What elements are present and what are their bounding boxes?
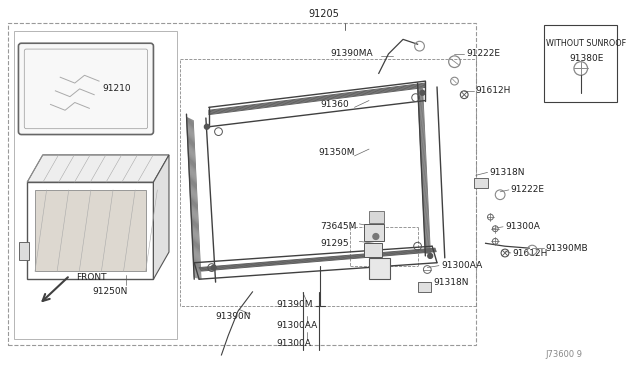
Bar [544,25,617,102]
Text: 91300AA: 91300AA [441,261,482,270]
Text: 91390M: 91390M [276,300,313,309]
Text: 91300AA: 91300AA [276,321,318,330]
Bar [417,282,431,292]
Text: 91300A: 91300A [505,222,540,231]
Bar [364,243,381,257]
Text: 91390MB: 91390MB [546,244,588,253]
Bar [369,211,383,223]
Bar [474,178,488,188]
Circle shape [373,234,379,240]
Text: 91318N: 91318N [433,278,468,287]
Circle shape [211,265,216,270]
Text: J73600 9: J73600 9 [546,350,582,359]
Polygon shape [27,155,169,182]
Text: 91210: 91210 [102,84,131,93]
Bar [8,23,476,345]
FancyBboxPatch shape [19,43,154,135]
Text: 91390MA: 91390MA [330,49,373,58]
Text: 91612H: 91612H [476,86,511,95]
Text: FRONT: FRONT [76,273,106,282]
Text: 91318N: 91318N [490,168,525,177]
Circle shape [420,90,425,95]
Text: 73645M: 73645M [321,222,357,231]
Bar [364,224,383,241]
Bar [369,258,390,279]
Text: 91350M: 91350M [319,148,355,157]
Bar [27,182,154,279]
Polygon shape [154,155,169,279]
Bar [35,190,146,272]
Bar [19,242,29,260]
Text: WITHOUT SUNROOF: WITHOUT SUNROOF [546,39,626,48]
Text: 91250N: 91250N [92,287,127,296]
Text: 91380E: 91380E [569,54,604,63]
Text: 91295: 91295 [321,239,349,248]
Text: 91300A: 91300A [276,339,312,348]
Text: 91612H: 91612H [513,248,548,257]
Circle shape [204,124,209,129]
Text: 91205: 91205 [309,9,340,19]
Text: 91222E: 91222E [511,185,545,195]
Bar [13,31,177,339]
Text: 91360: 91360 [321,100,349,109]
Text: 91390N: 91390N [216,312,251,321]
Text: 91222E: 91222E [466,49,500,58]
Circle shape [428,253,433,258]
